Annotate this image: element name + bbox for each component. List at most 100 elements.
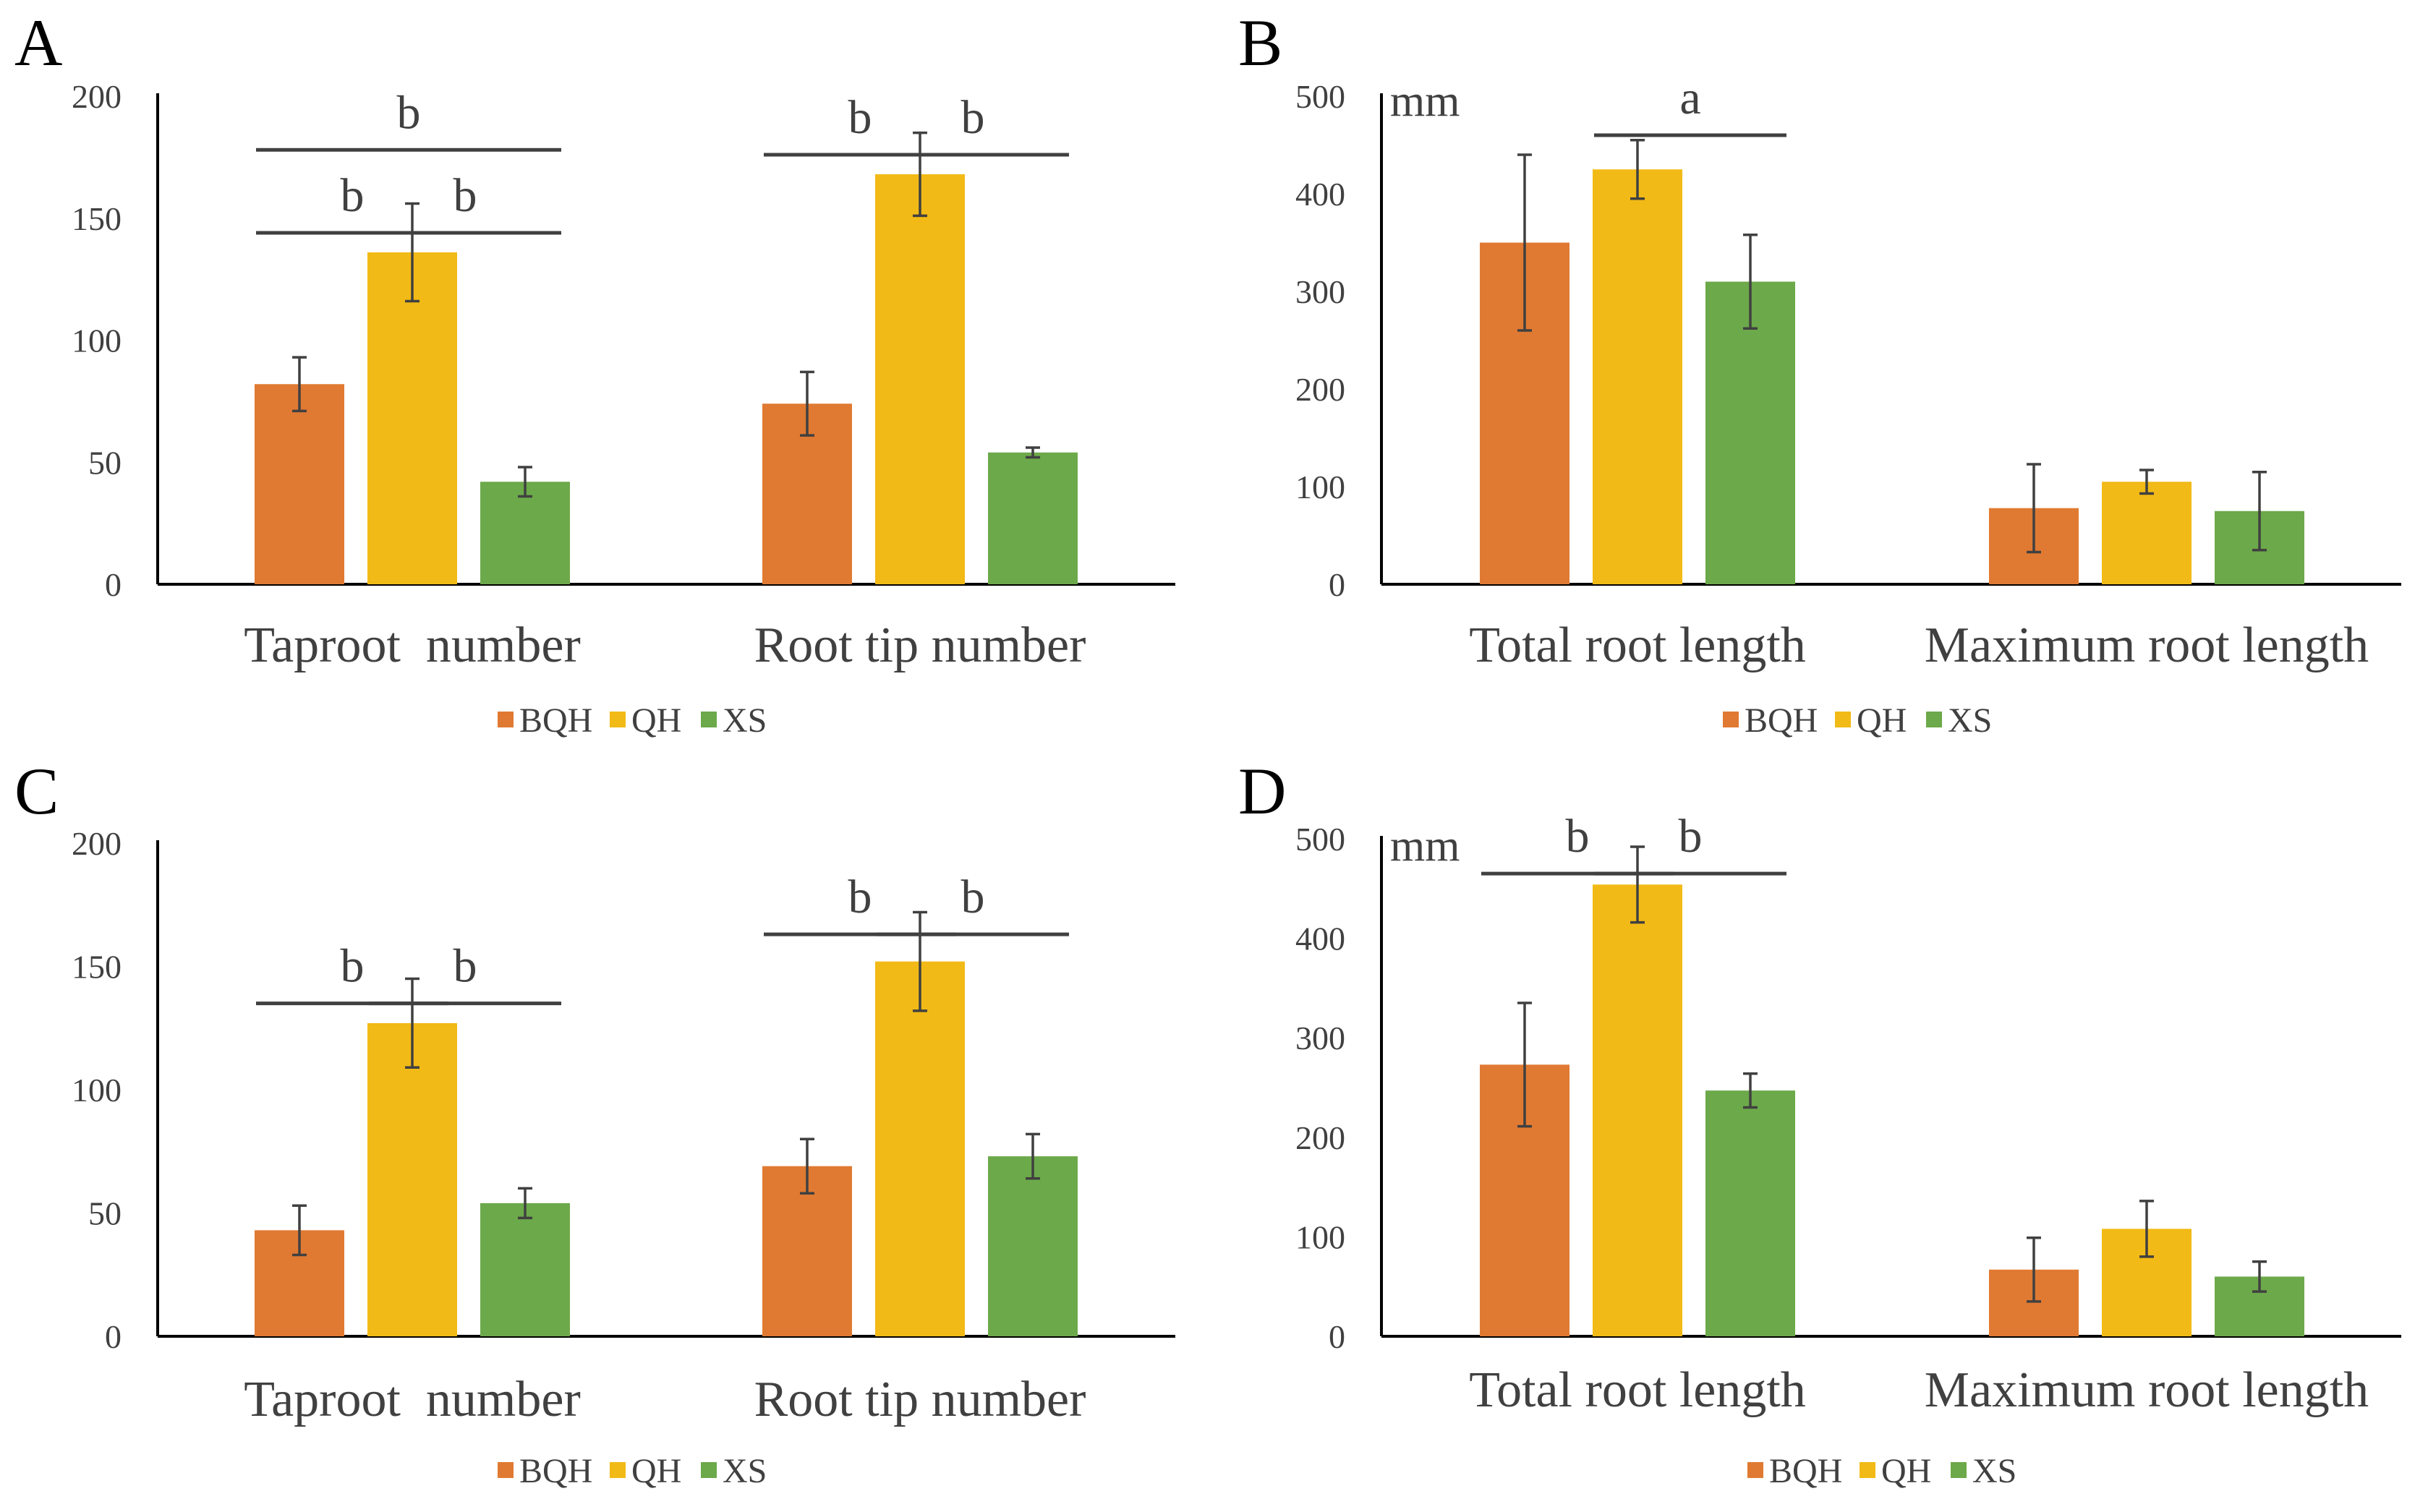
x-category-label: Total root length	[1469, 618, 1806, 673]
legend-swatch-bqh	[1723, 712, 1739, 727]
svg-text:b: b	[961, 91, 985, 144]
error-bar	[800, 1137, 814, 1195]
y-tick-label: 200	[72, 78, 122, 115]
legend-swatch-qh	[610, 712, 626, 727]
significance-marker: b	[1594, 810, 1786, 876]
y-tick-label: 400	[1295, 176, 1345, 213]
legend-label: BQH	[519, 1452, 592, 1490]
significance-marker: b	[256, 169, 448, 235]
y-tick-label: 100	[72, 323, 122, 359]
legend-swatch-xs	[1951, 1462, 1967, 1478]
legend-swatch-qh	[610, 1462, 626, 1478]
y-tick-label: 0	[105, 566, 122, 603]
svg-text:b: b	[1679, 810, 1703, 863]
svg-text:b: b	[341, 940, 365, 993]
panel-letter: A	[14, 6, 62, 80]
svg-text:b: b	[453, 169, 477, 222]
bar-xs	[480, 482, 570, 584]
error-bar	[1026, 446, 1040, 459]
error-bar	[1743, 233, 1758, 330]
panel-letter: B	[1238, 6, 1282, 80]
panel-b: B 0 100 200 300 400 500 mm Total root length Maxi…	[1238, 6, 2401, 740]
bar-qh	[1593, 169, 1682, 584]
error-bar	[2027, 1236, 2041, 1303]
x-category-label: Taproot number	[244, 618, 581, 673]
y-tick-label: 200	[1295, 371, 1345, 408]
error-bar	[2027, 463, 2041, 554]
error-bar	[2139, 1200, 2154, 1258]
legend-label: BQH	[519, 701, 592, 740]
svg-text:b: b	[1566, 810, 1590, 863]
panel-d: D 0 100 200 300 400 500 mm Total root length Maxi…	[1238, 754, 2401, 1490]
legend-swatch-bqh	[1747, 1462, 1763, 1478]
panel-letter: C	[14, 754, 59, 828]
svg-text:b: b	[341, 169, 365, 222]
x-category-label: Maximum root length	[1925, 1362, 2369, 1418]
legend-swatch-qh	[1835, 712, 1851, 727]
error-bar	[2139, 469, 2154, 495]
error-bar	[1630, 139, 1645, 200]
y-tick-label: 300	[1295, 1020, 1345, 1056]
error-bar	[1517, 153, 1532, 332]
error-bar	[405, 202, 419, 303]
y-tick-label: 0	[1329, 566, 1345, 603]
y-tick-label: 300	[1295, 273, 1345, 310]
legend-label: XS	[1948, 701, 1992, 740]
legend: BQH QH XS	[1747, 1452, 2016, 1490]
y-unit-label: mm	[1390, 821, 1460, 871]
significance-marker: b	[877, 91, 1069, 157]
legend-swatch-bqh	[498, 712, 514, 727]
legend-swatch-bqh	[498, 1462, 514, 1478]
legend-label: QH	[1881, 1452, 1931, 1490]
bar-xs	[480, 1203, 570, 1336]
y-tick-label: 50	[88, 444, 122, 481]
legend-label: XS	[723, 701, 767, 740]
svg-text:a: a	[1679, 72, 1700, 124]
svg-text:b: b	[961, 871, 985, 923]
y-tick-label: 0	[1329, 1318, 1345, 1355]
significance-marker: b	[256, 940, 448, 1006]
bar-qh	[1593, 884, 1682, 1336]
error-bar	[1517, 1001, 1532, 1128]
significance-marker: b	[764, 91, 956, 157]
error-bar	[1630, 845, 1645, 924]
bar-bqh	[255, 384, 344, 584]
legend-swatch-qh	[1860, 1462, 1875, 1478]
y-tick-label: 500	[1295, 78, 1345, 115]
bar-qh	[367, 1022, 457, 1336]
x-category-label: Taproot number	[244, 1372, 581, 1427]
bar-xs	[988, 452, 1078, 584]
legend: BQH QH XS	[498, 1452, 767, 1490]
panel-c: C 0 50 100 150 200 Taproot number Root tip numb…	[14, 754, 1175, 1490]
legend-swatch-xs	[701, 712, 717, 727]
bar-xs	[988, 1156, 1078, 1336]
error-bar	[2252, 1260, 2267, 1293]
svg-text:b: b	[453, 940, 477, 993]
bar-xs	[1705, 281, 1795, 584]
legend-label: QH	[631, 1452, 681, 1490]
significance-marker: a	[1594, 72, 1786, 137]
significance-marker: b	[764, 871, 956, 936]
legend: BQH QH XS	[1723, 701, 1992, 740]
x-category-label: Total root length	[1469, 1362, 1806, 1418]
error-bar	[292, 1204, 307, 1257]
x-category-label: Root tip number	[754, 1372, 1086, 1427]
legend-swatch-xs	[701, 1462, 717, 1478]
y-tick-label: 100	[1295, 469, 1345, 505]
y-tick-label: 500	[1295, 821, 1345, 858]
error-bar	[1026, 1132, 1040, 1180]
y-tick-label: 200	[72, 825, 122, 862]
y-tick-label: 50	[88, 1195, 122, 1232]
significance-marker: b	[256, 86, 561, 152]
bar-qh	[875, 174, 965, 584]
legend-label: BQH	[1769, 1452, 1842, 1490]
significance-marker: b	[369, 940, 561, 1006]
error-bar	[292, 356, 307, 413]
legend: BQH QH XS	[498, 701, 767, 740]
y-tick-label: 400	[1295, 921, 1345, 957]
y-tick-label: 200	[1295, 1119, 1345, 1156]
y-tick-label: 150	[72, 200, 122, 237]
svg-text:b: b	[848, 871, 872, 923]
error-bar	[913, 131, 927, 218]
y-tick-label: 100	[1295, 1218, 1345, 1255]
